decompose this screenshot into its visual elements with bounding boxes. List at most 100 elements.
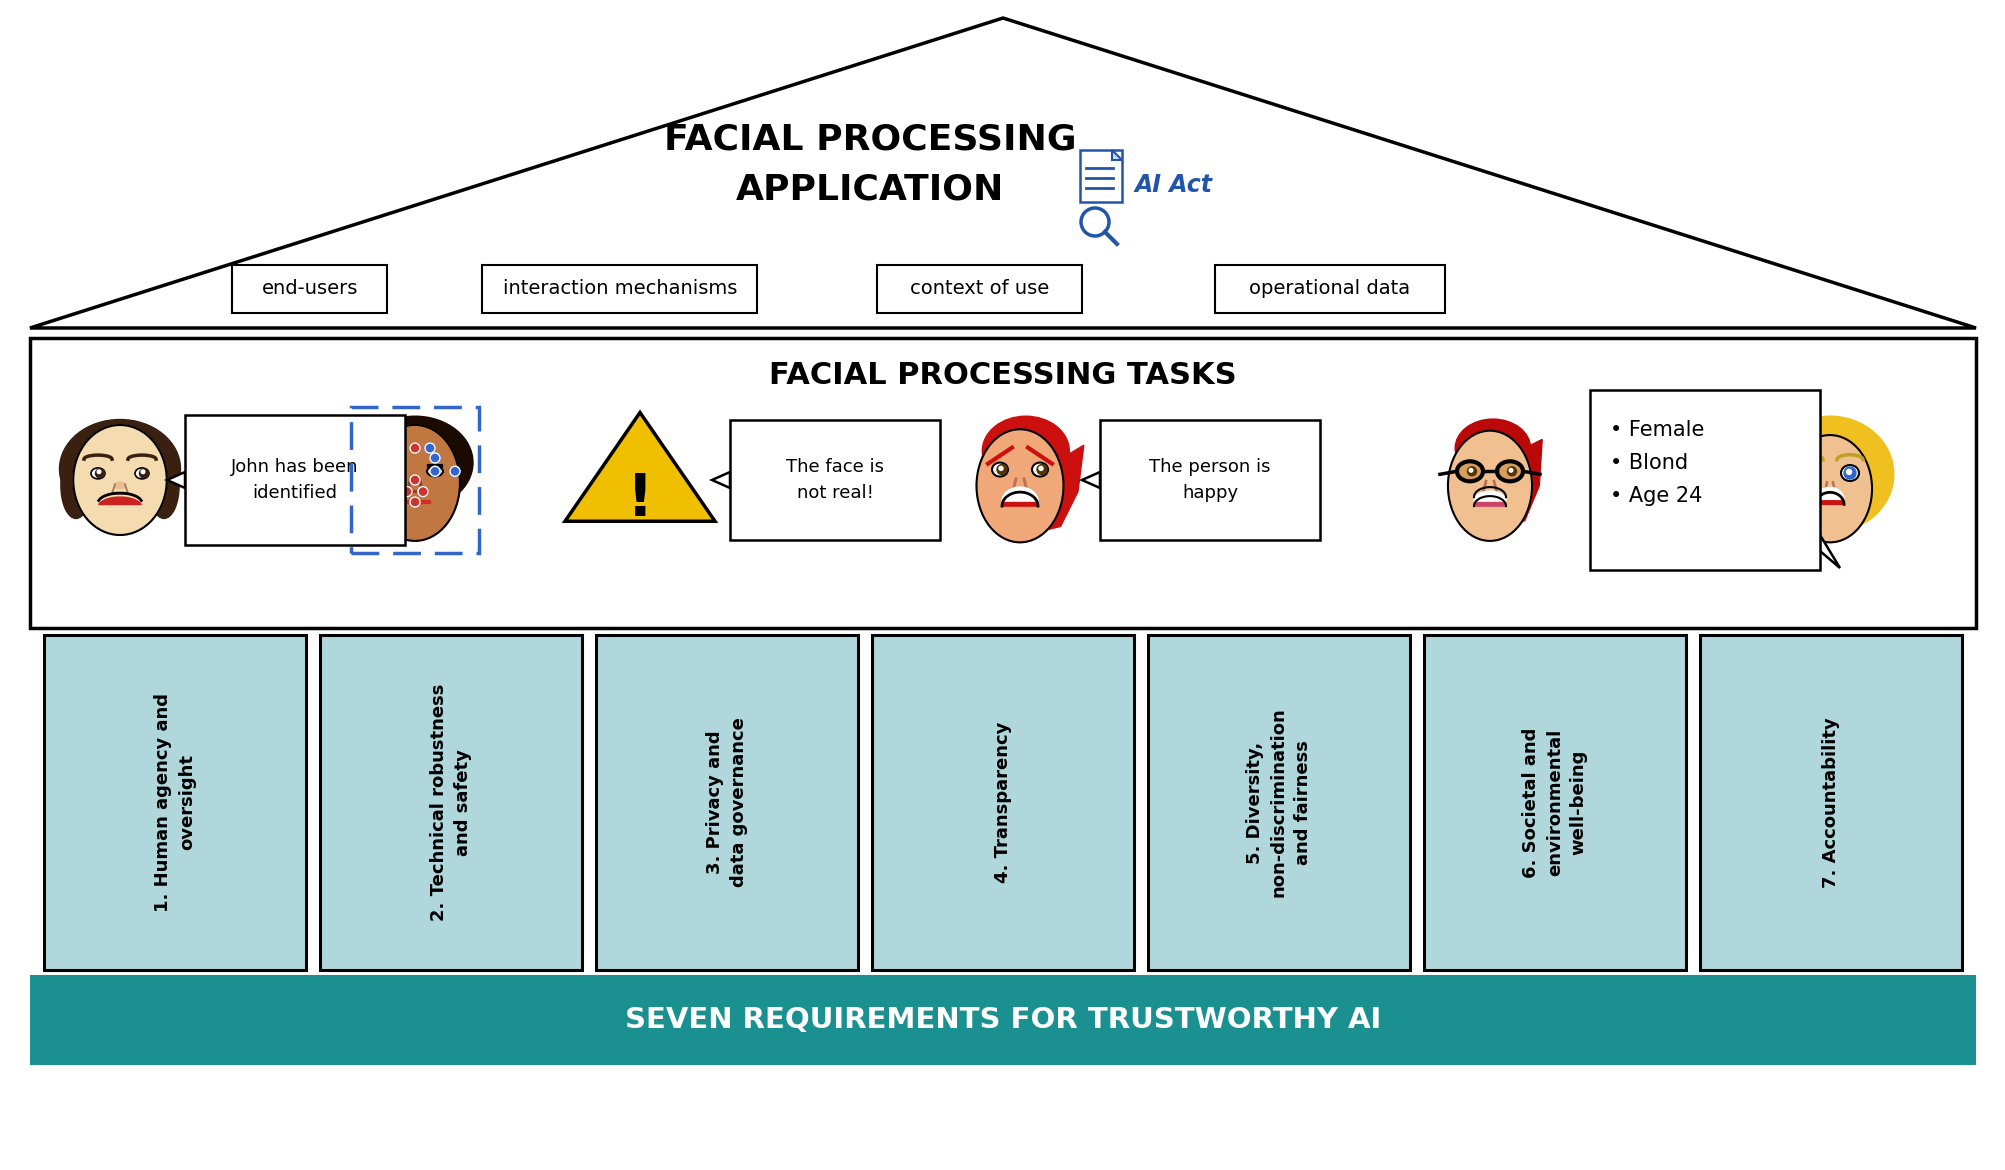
Circle shape	[998, 467, 1002, 470]
Circle shape	[96, 470, 100, 474]
Polygon shape	[1474, 496, 1506, 507]
FancyBboxPatch shape	[1079, 150, 1121, 202]
Polygon shape	[712, 472, 730, 488]
Ellipse shape	[427, 467, 443, 476]
FancyBboxPatch shape	[1147, 635, 1410, 970]
FancyBboxPatch shape	[30, 975, 1975, 1065]
Circle shape	[389, 453, 399, 463]
Circle shape	[409, 497, 419, 507]
Circle shape	[1468, 468, 1472, 473]
Text: APPLICATION: APPLICATION	[736, 173, 1005, 207]
Circle shape	[996, 464, 1007, 475]
Ellipse shape	[357, 417, 473, 509]
Circle shape	[395, 443, 405, 453]
Circle shape	[140, 469, 148, 477]
Polygon shape	[166, 472, 184, 488]
Circle shape	[1506, 467, 1516, 476]
Circle shape	[409, 443, 419, 453]
Polygon shape	[1815, 488, 1843, 500]
Polygon shape	[565, 413, 714, 522]
FancyBboxPatch shape	[1099, 420, 1319, 541]
Ellipse shape	[1800, 464, 1819, 481]
Circle shape	[1468, 467, 1476, 476]
Text: end-users: end-users	[263, 280, 359, 298]
Circle shape	[409, 475, 419, 486]
FancyBboxPatch shape	[876, 264, 1083, 314]
Text: SEVEN REQUIREMENTS FOR TRUSTWORTHY AI: SEVEN REQUIREMENTS FOR TRUSTWORTHY AI	[624, 1006, 1381, 1034]
Text: !: !	[626, 472, 654, 529]
Circle shape	[429, 453, 439, 463]
Polygon shape	[1815, 493, 1843, 504]
Ellipse shape	[1786, 435, 1871, 543]
Ellipse shape	[1764, 417, 1893, 532]
Text: 3. Privacy and
data governance: 3. Privacy and data governance	[706, 717, 748, 887]
FancyBboxPatch shape	[872, 635, 1133, 970]
Ellipse shape	[148, 453, 178, 518]
FancyBboxPatch shape	[1424, 635, 1684, 970]
Ellipse shape	[90, 468, 104, 479]
Text: 1. Human agency and
oversight: 1. Human agency and oversight	[154, 693, 196, 911]
Text: context of use: context of use	[910, 280, 1049, 298]
Circle shape	[1802, 467, 1815, 479]
Ellipse shape	[387, 467, 403, 476]
Text: The person is
happy: The person is happy	[1149, 459, 1269, 502]
FancyBboxPatch shape	[184, 415, 405, 545]
Circle shape	[429, 467, 439, 476]
FancyBboxPatch shape	[730, 420, 940, 541]
FancyBboxPatch shape	[483, 264, 758, 314]
FancyBboxPatch shape	[44, 635, 307, 970]
Polygon shape	[1081, 472, 1099, 488]
FancyBboxPatch shape	[595, 635, 858, 970]
Polygon shape	[1474, 491, 1506, 501]
Circle shape	[1508, 468, 1512, 473]
Text: 4. Transparency: 4. Transparency	[994, 722, 1011, 883]
Circle shape	[389, 467, 399, 476]
Text: FACIAL PROCESSING: FACIAL PROCESSING	[664, 123, 1077, 157]
Ellipse shape	[74, 425, 166, 535]
Circle shape	[1039, 467, 1043, 470]
Polygon shape	[98, 497, 140, 504]
Ellipse shape	[1841, 464, 1859, 481]
Text: 5. Diversity,
non-discrimination
and fairness: 5. Diversity, non-discrimination and fai…	[1245, 708, 1311, 897]
Circle shape	[369, 467, 379, 476]
Ellipse shape	[1031, 462, 1047, 476]
Polygon shape	[1819, 535, 1839, 567]
Ellipse shape	[94, 500, 144, 526]
Circle shape	[1843, 467, 1855, 479]
FancyBboxPatch shape	[1590, 390, 1819, 570]
Text: 6. Societal and
environmental
well-being: 6. Societal and environmental well-being	[1522, 728, 1586, 878]
Text: operational data: operational data	[1249, 280, 1410, 298]
Circle shape	[431, 467, 439, 475]
Circle shape	[1037, 464, 1047, 475]
FancyBboxPatch shape	[30, 338, 1975, 628]
Text: AI Act: AI Act	[1135, 173, 1213, 197]
Circle shape	[1807, 469, 1811, 474]
Polygon shape	[1002, 493, 1037, 507]
Circle shape	[417, 487, 427, 496]
Ellipse shape	[1448, 431, 1532, 541]
Ellipse shape	[1458, 462, 1482, 481]
Polygon shape	[1111, 150, 1121, 160]
Polygon shape	[1484, 440, 1542, 529]
FancyBboxPatch shape	[321, 635, 581, 970]
FancyBboxPatch shape	[1215, 264, 1444, 314]
Circle shape	[1845, 469, 1851, 474]
Ellipse shape	[1760, 462, 1800, 532]
Ellipse shape	[114, 482, 124, 489]
Text: interaction mechanisms: interaction mechanisms	[503, 280, 736, 298]
Ellipse shape	[1498, 462, 1522, 481]
Circle shape	[425, 443, 435, 453]
Text: John has been
identified: John has been identified	[231, 459, 359, 502]
Circle shape	[96, 469, 104, 477]
FancyBboxPatch shape	[233, 264, 387, 314]
Ellipse shape	[1454, 419, 1530, 477]
Text: 7. Accountability: 7. Accountability	[1821, 717, 1839, 888]
Ellipse shape	[992, 462, 1007, 476]
Text: The face is
not real!: The face is not real!	[786, 459, 884, 502]
Ellipse shape	[369, 425, 459, 541]
Circle shape	[140, 470, 144, 474]
Text: • Female
• Blond
• Age 24: • Female • Blond • Age 24	[1610, 420, 1704, 505]
Text: FACIAL PROCESSING TASKS: FACIAL PROCESSING TASKS	[768, 362, 1237, 391]
Circle shape	[449, 467, 459, 476]
Ellipse shape	[60, 453, 90, 518]
